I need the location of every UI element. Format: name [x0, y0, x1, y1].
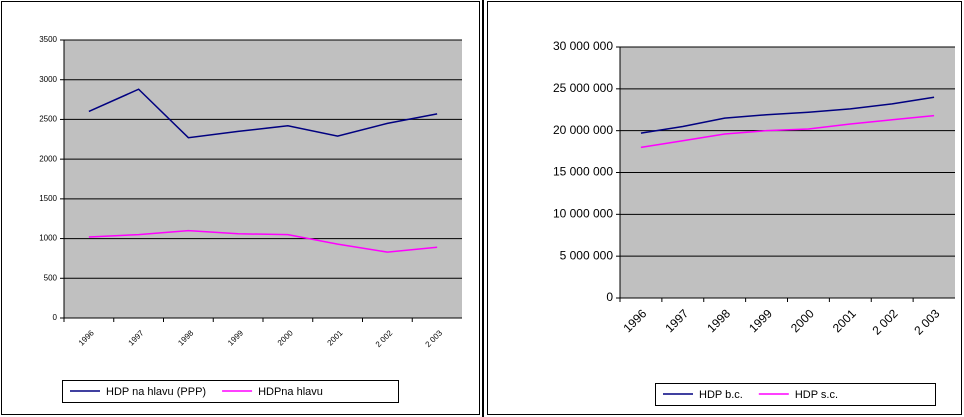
y-tick-label: 15 000 000	[553, 165, 613, 179]
y-tick-label: 20 000 000	[553, 123, 613, 137]
y-tick-label: 2500	[39, 115, 57, 124]
y-tick-label: 2000	[39, 154, 57, 163]
y-tick-label: 500	[44, 273, 58, 282]
y-tick-label: 10 000 000	[553, 207, 613, 221]
y-tick-label: 1500	[39, 194, 57, 203]
y-tick-label: 3000	[39, 75, 57, 84]
legend	[655, 383, 936, 406]
series-line	[88, 88, 438, 139]
y-tick-label: 3500	[39, 35, 57, 44]
plot-area	[64, 40, 462, 318]
series-line	[88, 229, 438, 253]
y-tick-label: 0	[53, 313, 58, 322]
legend-label: HDP s.c.	[795, 389, 838, 401]
y-tick-label: 5 000 000	[560, 248, 614, 262]
legend-label: HDPna hlavu	[258, 386, 323, 398]
series-line	[640, 96, 935, 134]
y-tick-label: 25 000 000	[553, 81, 613, 95]
legend-label: HDP b.c.	[699, 389, 743, 401]
legend-label: HDP na hlavu (PPP)	[106, 386, 206, 398]
y-tick-label: 30 000 000	[553, 39, 613, 53]
y-tick-label: 1000	[39, 234, 57, 243]
series-line	[640, 114, 935, 149]
y-tick-label: 0	[606, 290, 613, 304]
